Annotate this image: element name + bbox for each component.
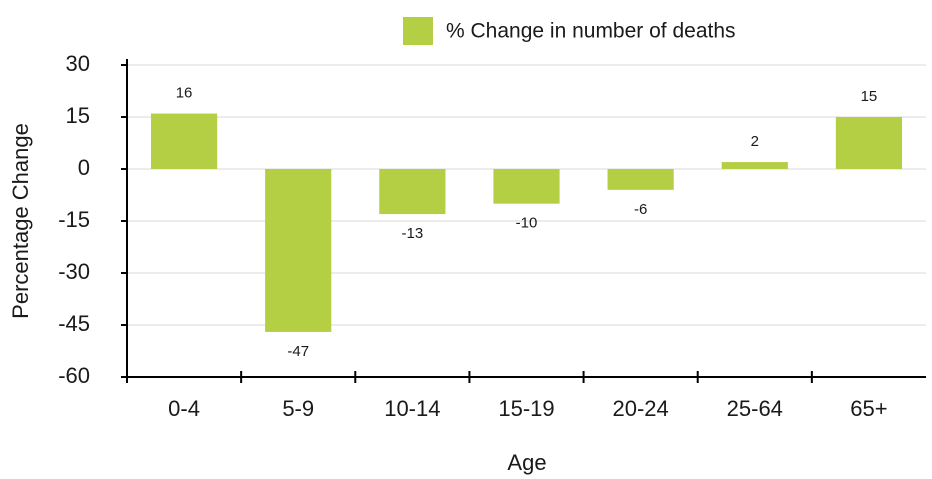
bar	[493, 169, 560, 204]
x-tick-label: 15-19	[498, 396, 554, 421]
bar	[379, 169, 446, 215]
y-tick-label: -60	[58, 363, 90, 388]
x-tick-label: 65+	[850, 396, 887, 421]
y-tick-label: 30	[66, 51, 90, 76]
y-tick-label: -45	[58, 311, 90, 336]
x-tick-label: 20-24	[613, 396, 669, 421]
x-tick-label: 0-4	[168, 396, 200, 421]
value-label: -6	[634, 201, 647, 218]
bar	[835, 117, 903, 169]
x-axis-label: Age	[507, 450, 546, 475]
legend-swatch	[403, 17, 433, 45]
x-tick-label: 10-14	[384, 396, 440, 421]
value-label: -13	[402, 225, 424, 242]
y-axis-label: Percentage Change	[8, 123, 33, 319]
y-tick-label: 15	[66, 103, 90, 128]
value-label: -47	[287, 343, 309, 360]
bar	[150, 113, 218, 169]
bar	[721, 162, 788, 169]
value-label: 15	[861, 88, 878, 105]
y-tick-label: 0	[78, 155, 90, 180]
bar	[607, 169, 674, 190]
y-tick-label: -15	[58, 207, 90, 232]
y-tick-label: -30	[58, 259, 90, 284]
value-label: -10	[516, 215, 538, 232]
legend-label: % Change in number of deaths	[446, 20, 736, 43]
x-tick-label: 5-9	[282, 396, 314, 421]
bar	[265, 169, 332, 332]
x-tick-label: 25-64	[727, 396, 783, 421]
value-label: 2	[751, 133, 759, 150]
value-label: 16	[176, 85, 193, 102]
